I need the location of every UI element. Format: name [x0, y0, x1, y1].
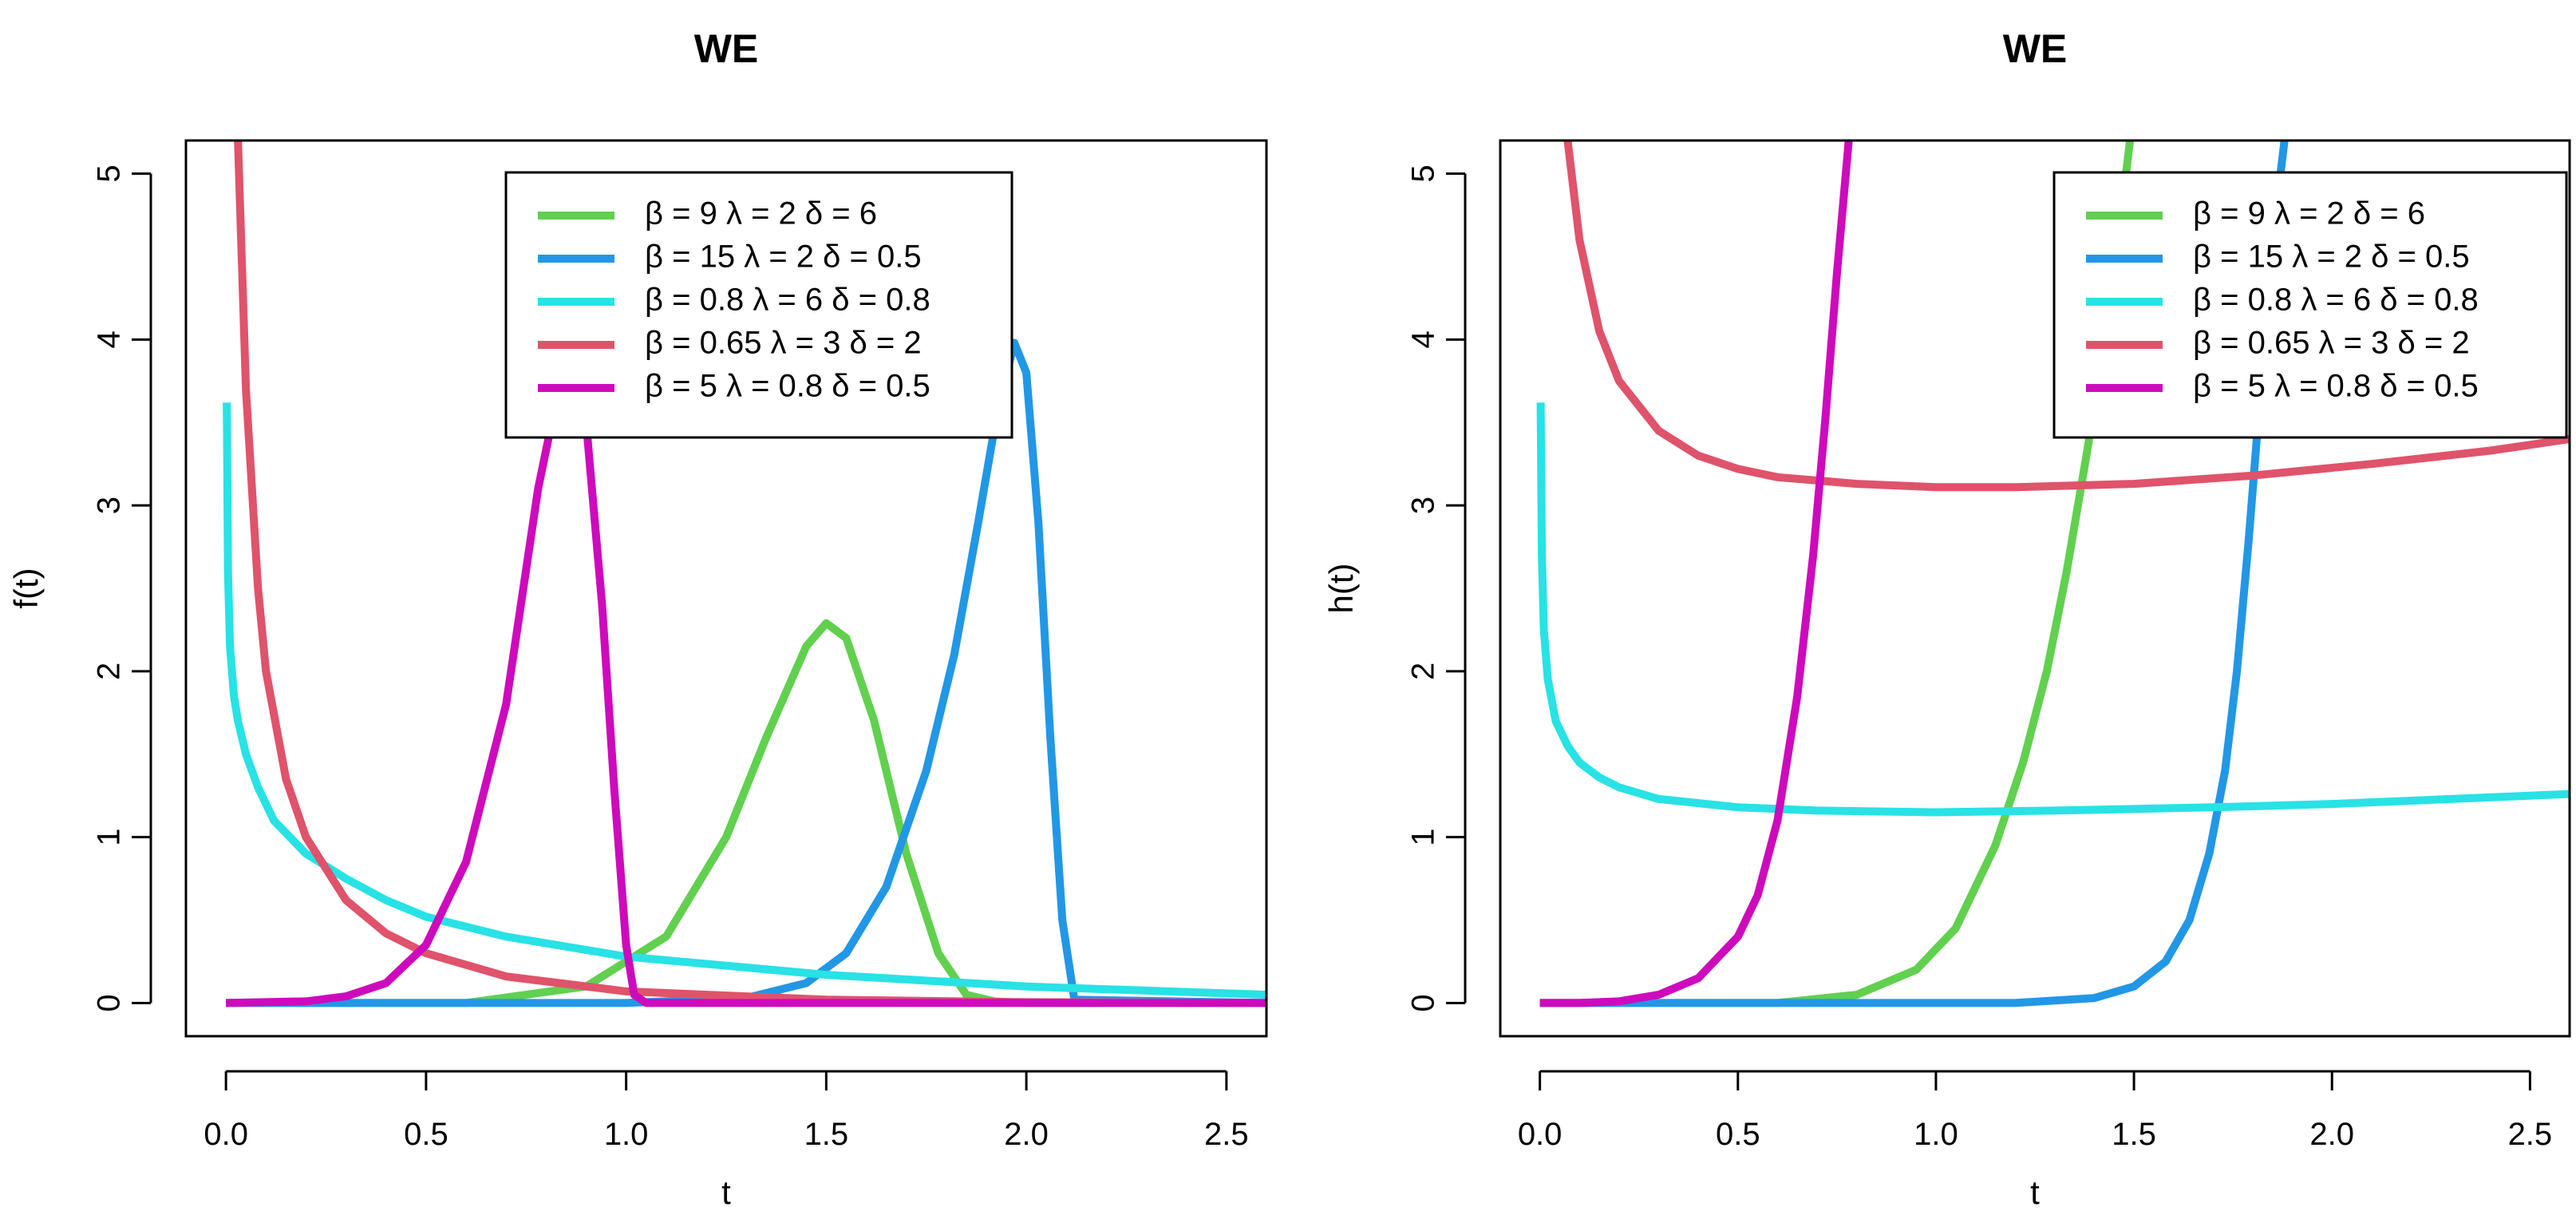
- legend-label: β = 5 λ = 0.8 δ = 0.5: [645, 369, 930, 404]
- legend-label: β = 0.65 λ = 3 δ = 2: [645, 326, 922, 361]
- series-line-1: [226, 338, 1266, 1007]
- y-axis-label: h(t): [1322, 564, 1360, 614]
- x-tick-label: 1.0: [1914, 1117, 1958, 1152]
- series-line-2: [1536, 402, 2570, 817]
- x-tick-label: 1.0: [604, 1117, 649, 1152]
- y-tick-label: 5: [1406, 164, 1441, 182]
- y-tick-label: 4: [92, 330, 127, 348]
- legend-label: β = 0.65 λ = 3 δ = 2: [2193, 326, 2470, 361]
- series-line-4: [226, 349, 1266, 1007]
- x-tick-label: 1.5: [804, 1117, 849, 1152]
- x-tick-label: 0.0: [203, 1117, 248, 1152]
- series-line-0: [226, 619, 1266, 1007]
- x-tick-label: 2.0: [1004, 1117, 1049, 1152]
- x-tick-label: 0.5: [1716, 1117, 1760, 1152]
- x-tick-label: 2.5: [1204, 1117, 1249, 1152]
- y-tick-label: 0: [1406, 994, 1441, 1011]
- y-tick-label: 2: [92, 663, 127, 680]
- series-line-3: [234, 140, 1266, 1007]
- x-axis-label: t: [721, 1173, 731, 1211]
- hazard-panel: WE 0.0 0.5 1.0 1.5 2.0 2.5 t 0 1 2 3 4 5 h(t) β = 9 λ =…: [1322, 26, 2571, 1211]
- legend: β = 9 λ = 2 δ = 6 β = 15 λ = 2 δ = 0.5 β =…: [504, 171, 1013, 439]
- plot-frame: [1499, 139, 2571, 1038]
- x-tick-label: 0.0: [1518, 1117, 1563, 1152]
- x-tick-label: 0.5: [404, 1117, 448, 1152]
- legend-label: β = 5 λ = 0.8 δ = 0.5: [2193, 369, 2479, 404]
- series-line-4: [1539, 140, 1853, 1007]
- chart-title: WE: [2003, 26, 2068, 71]
- y-tick-label: 3: [1406, 497, 1441, 514]
- legend-label: β = 9 λ = 2 δ = 6: [645, 196, 877, 232]
- series-line-2: [223, 402, 1266, 999]
- legend: β = 9 λ = 2 δ = 6 β = 15 λ = 2 δ = 0.5 β =…: [2053, 171, 2568, 439]
- x-tick-label: 2.5: [2508, 1117, 2553, 1152]
- density-panel: WE 0.0 0.5 1.0 1.5 2.0 2.5 t 0 1 2 3 4 5 f(t) β = 9 λ =…: [7, 26, 1268, 1211]
- legend-label: β = 15 λ = 2 δ = 0.5: [645, 239, 922, 275]
- legend-label: β = 0.8 λ = 6 δ = 0.8: [645, 283, 930, 318]
- plot-frame: [184, 139, 1268, 1038]
- legend-label: β = 15 λ = 2 δ = 0.5: [2193, 239, 2470, 275]
- y-tick-label: 4: [1406, 330, 1441, 348]
- y-tick-label: 1: [92, 829, 127, 846]
- x-tick-label: 2.0: [2309, 1117, 2354, 1152]
- y-tick-label: 2: [1406, 663, 1441, 680]
- y-tick-label: 1: [1406, 829, 1441, 846]
- y-tick-label: 0: [92, 994, 127, 1011]
- y-tick-label: 5: [92, 164, 127, 182]
- chart-title: WE: [694, 26, 759, 71]
- x-tick-label: 1.5: [2112, 1117, 2156, 1152]
- y-axis-label: f(t): [7, 568, 45, 608]
- legend-label: β = 9 λ = 2 δ = 6: [2193, 196, 2425, 232]
- y-tick-label: 3: [92, 497, 127, 514]
- legend-label: β = 0.8 λ = 6 δ = 0.8: [2193, 283, 2479, 318]
- x-axis-label: t: [2030, 1173, 2040, 1211]
